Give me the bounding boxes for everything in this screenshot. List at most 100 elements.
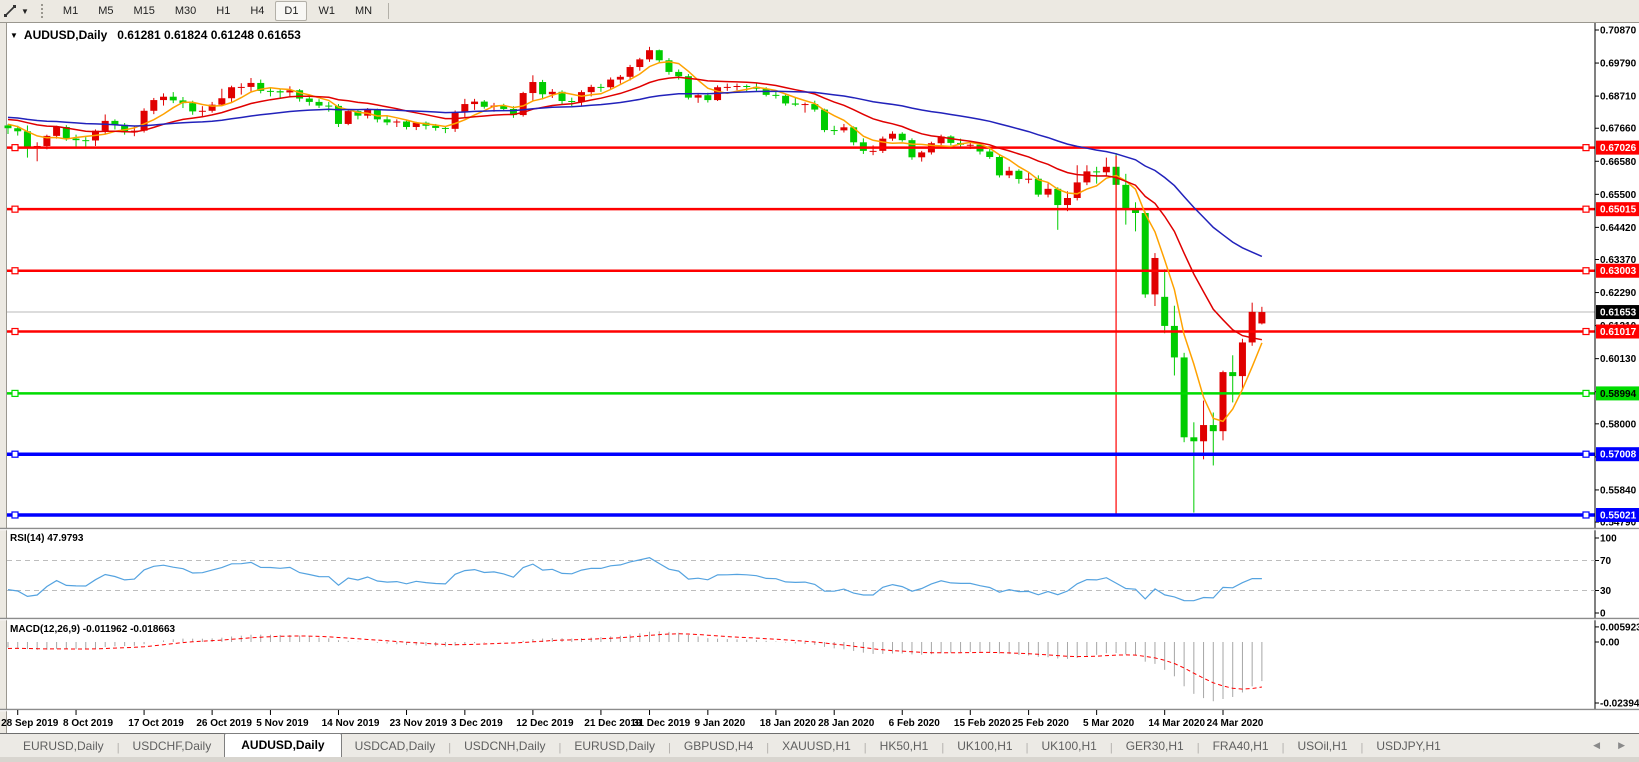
candle-body (723, 86, 731, 88)
candle-body (276, 91, 284, 93)
tab-uk100-h1[interactable]: UK100,H1 (1041, 739, 1097, 753)
candle-body (665, 60, 673, 72)
candle-body (898, 133, 906, 141)
toolbar-grip-handle[interactable] (40, 4, 46, 18)
date-label: 3 Dec 2019 (451, 718, 503, 729)
macd-histogram (7, 631, 1263, 702)
timeframe-button-m30[interactable]: M30 (174, 5, 197, 17)
candle-body (1161, 296, 1169, 326)
timeframe-button-mn[interactable]: MN (354, 5, 373, 17)
tab-scroll-left-button[interactable]: ◀ (1593, 740, 1601, 750)
candle-body (587, 86, 595, 93)
tab-usdchf-daily[interactable]: USDCHF,Daily (132, 739, 212, 753)
candle-body (704, 95, 712, 101)
tab-uk100-h1[interactable]: UK100,H1 (957, 739, 1013, 753)
line-anchor-right[interactable] (1582, 389, 1590, 398)
tab-audusd-daily[interactable]: AUDUSD,Daily (224, 733, 342, 758)
candle-body (1034, 178, 1042, 195)
date-label: 17 Oct 2019 (128, 718, 184, 729)
price-tick-label: 0.62290 (1600, 288, 1637, 299)
candle-body (869, 150, 877, 152)
candle-body (471, 101, 479, 105)
candle-body (383, 119, 391, 123)
price-tick-label: 0.64420 (1600, 223, 1637, 234)
tab-separator: | (448, 741, 452, 754)
chart-cursor-tool-button[interactable]: ▼ (0, 1, 33, 21)
tab-separator: | (1196, 741, 1200, 754)
price-tick-label: 0.63370 (1600, 255, 1637, 266)
macd-scale-label: -0.023944 (1600, 699, 1639, 710)
candle-body (1238, 342, 1246, 377)
candle-body (568, 100, 576, 102)
tab-ger30-h1[interactable]: GER30,H1 (1125, 739, 1184, 753)
timeframe-button-h4[interactable]: H4 (250, 5, 265, 17)
line-anchor-left[interactable] (11, 450, 19, 458)
candle-body (72, 138, 80, 141)
candle-body (441, 127, 449, 129)
candle-body (1005, 170, 1013, 176)
tab-eurusd-daily[interactable]: EURUSD,Daily (574, 739, 656, 753)
line-anchor-left[interactable] (11, 511, 19, 519)
tab-separator: | (1360, 741, 1364, 754)
tab-usdjpy-h1[interactable]: USDJPY,H1 (1376, 739, 1441, 753)
line-anchor-left[interactable] (11, 389, 19, 398)
candle-body (101, 120, 109, 131)
timeframe-button-m5[interactable]: M5 (98, 5, 114, 17)
chart-title: ▼ AUDUSD,Daily 0.61281 0.61824 0.61248 0.6… (10, 28, 301, 42)
line-price-badge-label: 0.67026 (1600, 143, 1637, 154)
candle-body (208, 104, 216, 111)
tab-usdcad-daily[interactable]: USDCAD,Daily (354, 739, 436, 753)
date-label: 5 Nov 2019 (256, 718, 309, 729)
candle-body (879, 138, 887, 151)
candle-body (597, 86, 605, 88)
line-anchor-right[interactable] (1582, 327, 1590, 336)
tab-hk50-h1[interactable]: HK50,H1 (879, 739, 929, 753)
line-anchor-right[interactable] (1582, 267, 1590, 275)
timeframe-button-m1[interactable]: M1 (62, 5, 79, 17)
rsi-scale-label: 100 (1600, 534, 1617, 545)
candle-body (403, 121, 411, 128)
candle-body (150, 100, 158, 111)
candle-body (966, 144, 974, 146)
line-price-badge (1596, 263, 1639, 278)
tab-usdcnh-daily[interactable]: USDCNH,Daily (464, 739, 546, 753)
tab-eurusd-daily[interactable]: EURUSD,Daily (23, 739, 104, 753)
date-label: 8 Oct 2019 (63, 718, 113, 729)
candle-body (1180, 357, 1188, 438)
timeframe-button-w1[interactable]: W1 (318, 5, 335, 17)
candle-body (850, 127, 858, 143)
timeframe-button-m15[interactable]: M15 (133, 5, 155, 17)
line-anchor-right[interactable] (1582, 511, 1590, 519)
symbol-name: AUDUSD,Daily (23, 28, 108, 42)
price-tick-label: 0.68710 (1600, 92, 1637, 103)
line-anchor-left[interactable] (11, 327, 19, 336)
line-anchor-left[interactable] (11, 144, 19, 152)
tab-gbpusd-h4[interactable]: GBPUSD,H4 (683, 739, 754, 753)
candle-body (1151, 257, 1159, 295)
candle-body (266, 90, 274, 92)
candle-body (509, 108, 517, 116)
candle-body (733, 85, 741, 87)
price-tick-label: 0.67660 (1600, 124, 1637, 135)
candle-body (257, 82, 265, 91)
candle-body (830, 130, 838, 132)
line-anchor-right[interactable] (1582, 144, 1590, 152)
tab-usoil-h1[interactable]: USOil,H1 (1297, 739, 1348, 753)
timeframe-button-h1[interactable]: H1 (216, 5, 231, 17)
tab-fra40-h1[interactable]: FRA40,H1 (1212, 739, 1269, 753)
candle-body (539, 82, 547, 95)
price-tick-label: 0.66580 (1600, 157, 1637, 168)
tab-separator: | (766, 741, 770, 754)
candle-body (937, 136, 945, 144)
line-anchor-left[interactable] (11, 205, 19, 213)
tab-xauusd-h1[interactable]: XAUUSD,H1 (782, 739, 851, 753)
tab-scroll-right-button[interactable]: ▶ (1618, 740, 1625, 750)
candle-body (986, 151, 994, 157)
line-anchor-right[interactable] (1582, 205, 1590, 213)
line-anchor-right[interactable] (1582, 450, 1590, 458)
candle-body (325, 105, 333, 107)
candle-body (53, 127, 61, 136)
line-anchor-left[interactable] (11, 267, 19, 275)
date-label: 18 Jan 2020 (760, 718, 817, 729)
timeframe-button-d1[interactable]: D1 (275, 1, 308, 21)
